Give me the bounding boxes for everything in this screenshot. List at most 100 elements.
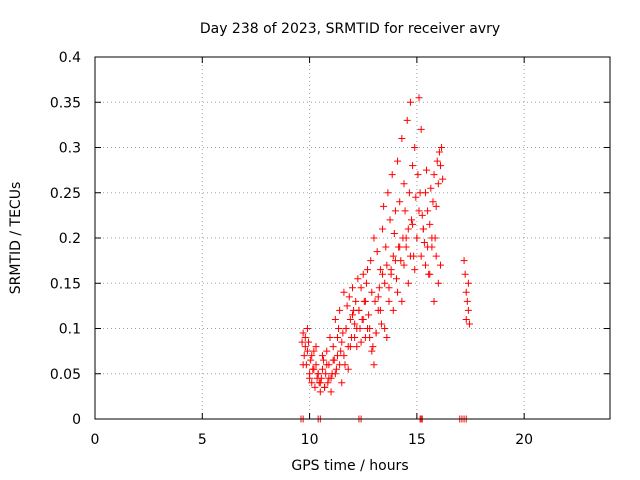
data-point (318, 352, 326, 360)
data-point (387, 270, 395, 278)
data-point (433, 157, 441, 165)
data-point (408, 216, 416, 224)
data-point (460, 257, 468, 265)
data-point (323, 361, 331, 369)
data-point (316, 379, 324, 387)
data-point (346, 343, 354, 351)
data-point (402, 243, 410, 251)
data-point (339, 329, 347, 337)
data-point (318, 365, 326, 373)
data-point (429, 198, 437, 206)
data-point (331, 315, 339, 323)
data-point (430, 171, 438, 179)
data-point (298, 338, 306, 346)
data-point (394, 157, 402, 165)
data-point (357, 284, 365, 292)
data-point (305, 338, 313, 346)
data-point (314, 370, 322, 378)
data-point (300, 352, 308, 360)
y-tick-label: 0.2 (59, 231, 81, 247)
data-point (333, 352, 341, 360)
data-point (409, 220, 417, 228)
data-point (299, 361, 307, 369)
data-point (349, 284, 356, 292)
data-point (404, 225, 412, 233)
data-point (361, 297, 369, 305)
data-point (320, 356, 328, 364)
data-point (400, 261, 408, 269)
data-point (316, 388, 324, 396)
data-point (436, 162, 444, 170)
data-point (426, 220, 434, 228)
data-point (382, 243, 390, 251)
data-point (389, 306, 397, 314)
data-point (321, 383, 329, 391)
data-point (376, 306, 384, 314)
data-point (435, 148, 443, 156)
data-point (355, 306, 363, 314)
data-point (415, 207, 423, 215)
data-point (406, 252, 414, 260)
data-point (373, 248, 381, 256)
data-point (368, 288, 376, 296)
y-tick-label: 0 (72, 412, 81, 428)
data-point (391, 207, 399, 215)
data-point (352, 297, 360, 305)
data-point (368, 347, 376, 355)
data-point (364, 266, 372, 274)
data-point (342, 325, 350, 332)
data-point (323, 347, 331, 355)
data-point (383, 334, 391, 342)
data-point (362, 279, 370, 287)
data-point (419, 225, 427, 233)
data-point (438, 144, 446, 151)
data-point (432, 252, 440, 260)
data-point (423, 166, 431, 174)
y-axis-label: SRMTID / TECUs (8, 182, 24, 295)
data-point (463, 297, 471, 305)
x-tick-label: 5 (198, 432, 207, 448)
data-point (331, 370, 339, 378)
data-point (430, 297, 438, 305)
data-point (357, 338, 365, 346)
data-point (385, 284, 393, 292)
data-point (365, 311, 373, 319)
data-point (353, 325, 361, 332)
data-point (301, 334, 309, 342)
data-point (345, 293, 353, 301)
data-point (418, 211, 426, 219)
data-point (336, 361, 344, 369)
data-point (359, 270, 367, 278)
data-point (370, 234, 378, 242)
data-point (329, 356, 337, 364)
data-point (333, 334, 341, 342)
data-point (391, 257, 399, 265)
data-point (436, 261, 444, 269)
data-point (379, 270, 387, 278)
data-point (303, 325, 311, 332)
data-point (434, 180, 442, 188)
data-point (421, 261, 429, 269)
data-point (317, 374, 325, 382)
data-point (376, 266, 384, 274)
data-point (307, 356, 315, 364)
data-point (392, 275, 400, 283)
data-point (377, 320, 385, 328)
data-point (303, 347, 311, 355)
data-point (374, 293, 382, 301)
data-point (396, 198, 404, 206)
data-point (351, 334, 359, 342)
data-point (346, 315, 354, 323)
data-point (375, 284, 383, 292)
data-point (464, 279, 472, 287)
data-point (332, 365, 340, 373)
data-point (400, 180, 408, 188)
data-point (465, 320, 473, 328)
data-point (421, 189, 429, 197)
data-point (349, 311, 356, 319)
data-point (338, 338, 346, 346)
data-point (327, 388, 335, 396)
y-tick-label: 0.15 (50, 276, 81, 292)
data-point (306, 374, 314, 382)
